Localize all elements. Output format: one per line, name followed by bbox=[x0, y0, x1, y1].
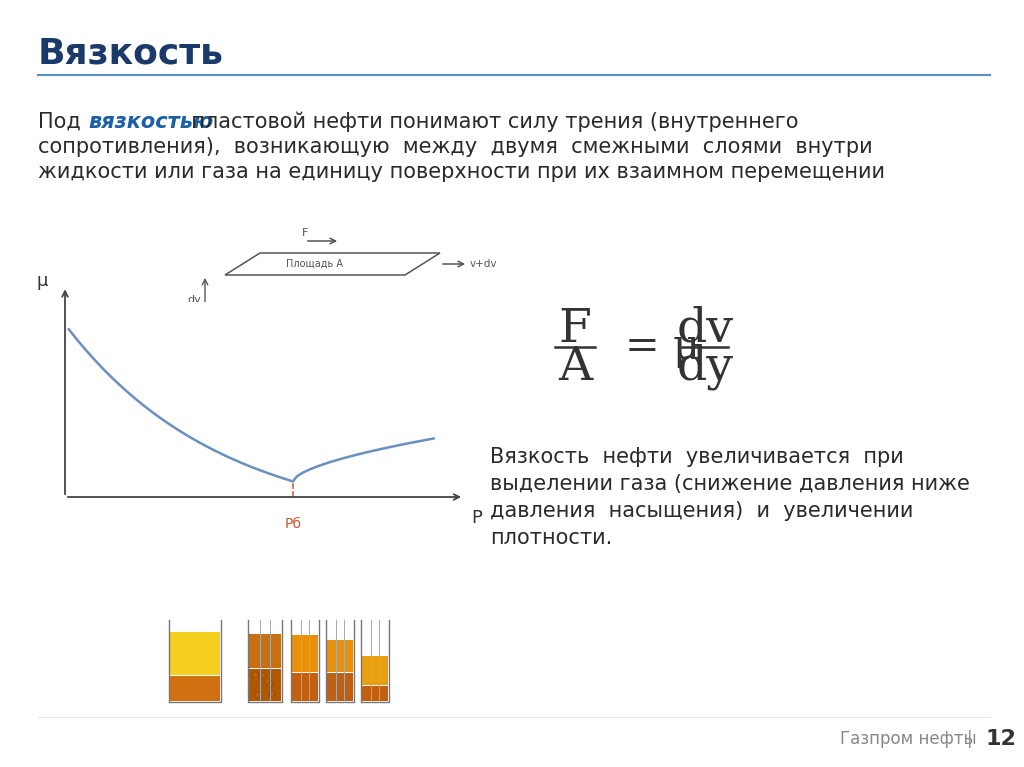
Bar bbox=[292, 635, 318, 673]
Bar bbox=[170, 632, 220, 675]
Text: сопротивления),  возникающую  между  двумя  смежными  слоями  внутри: сопротивления), возникающую между двумя … bbox=[38, 137, 872, 157]
Bar bbox=[327, 640, 353, 673]
Text: Вязкость  нефти  увеличивается  при: Вязкость нефти увеличивается при bbox=[490, 447, 904, 467]
Text: = μ: = μ bbox=[625, 326, 700, 368]
Text: давления  насыщения)  и  увеличении: давления насыщения) и увеличении bbox=[490, 501, 913, 521]
Bar bbox=[170, 676, 220, 701]
Text: 12: 12 bbox=[985, 729, 1016, 749]
Circle shape bbox=[264, 678, 270, 684]
Text: dy: dy bbox=[677, 344, 733, 390]
Bar bbox=[327, 673, 353, 701]
Text: выделении газа (снижение давления ниже: выделении газа (снижение давления ниже bbox=[490, 474, 970, 494]
Text: |: | bbox=[968, 730, 973, 748]
Circle shape bbox=[252, 672, 258, 678]
Text: dy: dy bbox=[187, 295, 201, 305]
Text: A: A bbox=[558, 344, 592, 390]
Text: Газпром нефты: Газпром нефты bbox=[840, 730, 977, 748]
Text: F: F bbox=[558, 306, 592, 351]
Bar bbox=[249, 669, 281, 701]
Bar bbox=[292, 673, 318, 701]
Text: v: v bbox=[395, 331, 401, 341]
Text: P: P bbox=[472, 509, 482, 527]
Circle shape bbox=[266, 681, 272, 687]
Circle shape bbox=[259, 673, 265, 678]
Text: dv: dv bbox=[677, 306, 733, 351]
Text: плотности.: плотности. bbox=[490, 528, 612, 548]
Text: μ: μ bbox=[37, 272, 48, 290]
Bar bbox=[362, 656, 388, 685]
Text: Вязкость: Вязкость bbox=[38, 37, 224, 71]
Text: вязкостью: вязкостью bbox=[88, 112, 213, 132]
Text: Pб: Pб bbox=[285, 516, 301, 531]
Bar bbox=[362, 686, 388, 701]
Text: Площадь А: Площадь А bbox=[287, 259, 343, 269]
Text: v+dv: v+dv bbox=[470, 259, 498, 269]
Text: Под: Под bbox=[38, 112, 94, 132]
Text: жидкости или газа на единицу поверхности при их взаимном перемещении: жидкости или газа на единицу поверхности… bbox=[38, 162, 885, 182]
Circle shape bbox=[255, 692, 261, 698]
Circle shape bbox=[268, 690, 274, 696]
Circle shape bbox=[253, 674, 259, 680]
Bar bbox=[249, 634, 281, 668]
Text: пластовой нефти понимают силу трения (внутреннего: пластовой нефти понимают силу трения (вн… bbox=[178, 112, 799, 133]
Text: F: F bbox=[302, 228, 308, 238]
Text: Площадь А: Площадь А bbox=[252, 331, 308, 341]
